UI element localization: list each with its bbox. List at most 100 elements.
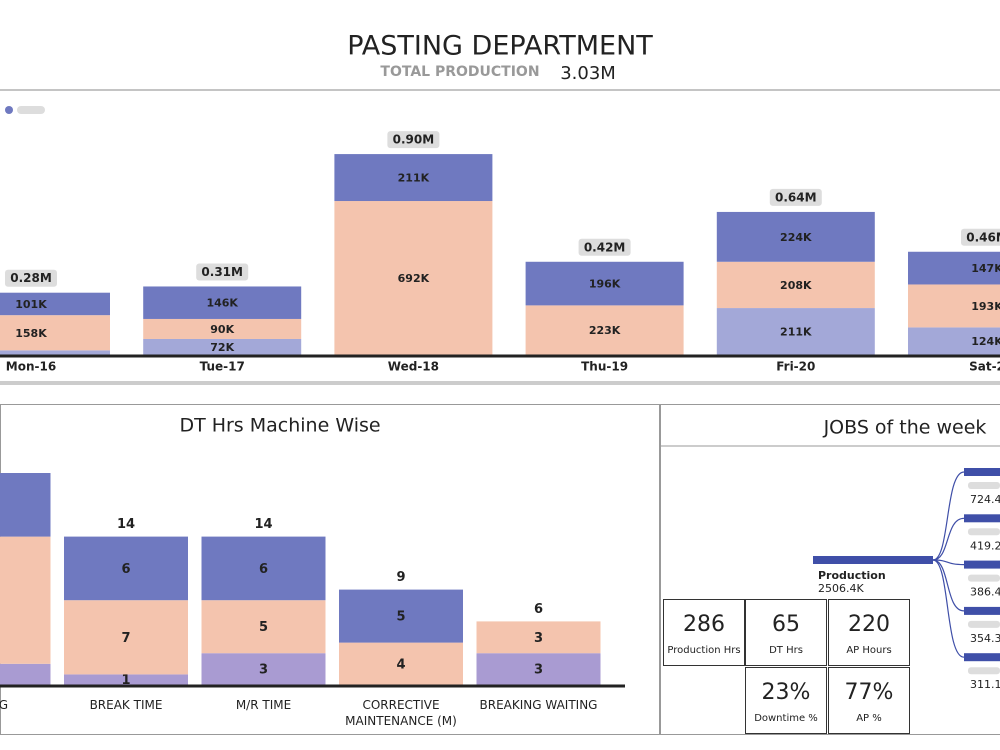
bar-segment [334, 154, 493, 202]
branch-name-blur [968, 574, 1000, 582]
data-label: 211K [398, 172, 430, 185]
x-tick-label: Tue-17 [200, 360, 245, 374]
kpi-value: 23% [761, 680, 811, 705]
bar-segment [201, 600, 326, 654]
bar-segment [525, 305, 684, 355]
bar-segment [334, 201, 493, 355]
total-label: 0.90M [393, 133, 435, 147]
kpi-card: 65 DT Hrs [745, 599, 827, 666]
bar-segment [908, 284, 1000, 328]
kpi-label: Production Hrs [667, 645, 741, 656]
total-box [578, 238, 631, 256]
x-tick-label: Wed-18 [388, 360, 439, 374]
kpi-value: 286 [683, 612, 725, 637]
bar-segment [201, 536, 326, 601]
bar-segment [716, 308, 875, 355]
bar-segment [476, 621, 601, 654]
data-label: 692K [398, 272, 430, 285]
data-label: 224K [780, 231, 812, 244]
data-label: 6 [259, 562, 268, 577]
x-tick-label: CORRECTIVE MAINTENANCE (M) [345, 698, 457, 728]
bar-segment [201, 653, 326, 685]
data-label: 1 [121, 673, 130, 688]
kpi-card: 77% AP % [828, 667, 910, 734]
total-label: 0.31M [201, 265, 243, 279]
branch-bar [964, 653, 1000, 662]
data-label: 3 [534, 663, 543, 678]
branch-link [932, 517, 965, 561]
total-box [387, 131, 440, 149]
chart-title: DT Hrs Machine Wise [179, 415, 380, 437]
root-label: Production [818, 569, 886, 582]
data-label: 5 [396, 610, 405, 625]
branch-bar [964, 468, 1000, 476]
branch-bar [964, 560, 1000, 569]
data-label: 124K [971, 335, 1000, 348]
kpi-label: Downtime % [754, 713, 818, 724]
total-box [769, 188, 822, 206]
data-label: 223K [589, 324, 621, 337]
data-label: 90K [210, 323, 234, 336]
branch-value: 311.1 [970, 678, 1000, 691]
branch-bar [964, 606, 1000, 615]
bar-segment [716, 211, 875, 262]
data-label: 158K [15, 327, 47, 340]
data-label: 3 [259, 663, 268, 678]
bar-segment [64, 674, 188, 685]
branch-link [932, 471, 965, 561]
panel-border [660, 404, 1000, 735]
subtitle: TOTAL PRODUCTION [380, 64, 539, 80]
kpi-card: 220 AP Hours [828, 599, 910, 666]
branch-value: 419.2 [970, 539, 1000, 552]
bar-segment [525, 261, 684, 306]
data-label: 6 [121, 562, 130, 577]
root-bar [813, 556, 933, 564]
x-tick-label: ANING [0, 698, 8, 712]
data-label: 208K [780, 279, 812, 292]
data-label: 72K [210, 341, 234, 354]
bar-segment [339, 642, 463, 685]
data-label: 196K [589, 278, 621, 291]
data-label: 4 [396, 657, 405, 672]
branch-link [932, 559, 965, 658]
kpi-card: 23% Downtime % [745, 667, 827, 734]
data-label: 193K [971, 300, 1000, 313]
bar-segment [908, 327, 1000, 355]
kpi-value: 77% [844, 680, 894, 705]
bar-segment [716, 261, 875, 309]
legend-blur [17, 106, 45, 114]
branch-value: 724.4 [970, 493, 1000, 506]
data-label: 211K [780, 326, 812, 339]
data-label: 146K [206, 297, 238, 310]
branch-link [932, 559, 965, 612]
branch-name-blur [968, 482, 1000, 489]
branch-value: 354.3 [970, 632, 1000, 645]
kpi-label: AP % [856, 713, 882, 724]
bar-segment [64, 536, 188, 601]
total-label: 9 [396, 570, 405, 585]
root-value: 2506.4K [818, 582, 864, 595]
x-tick-label: M/R TIME [235, 698, 292, 712]
branch-name-blur [968, 667, 1000, 675]
data-label: 5 [259, 620, 268, 635]
x-tick-label: BREAK TIME [89, 698, 163, 712]
branch-name-blur [968, 528, 1000, 536]
total-label: 14 [117, 517, 135, 532]
total-label: 0.46M [966, 230, 1000, 244]
x-tick-label: BREAKING WAITING [479, 698, 598, 712]
bar-segment [476, 653, 601, 685]
total-label: 0.28M [10, 271, 52, 285]
bar-segment [64, 600, 188, 675]
branch-bar [964, 514, 1000, 523]
bar-segment [143, 286, 302, 319]
data-label: 147K [971, 262, 1000, 275]
data-label: 7 [121, 631, 130, 646]
bar-segment [143, 338, 302, 355]
x-tick-label: Thu-19 [581, 360, 628, 374]
branch-link [932, 559, 965, 566]
total-label: 6 [534, 602, 543, 617]
branch-value: 386.4 [970, 586, 1000, 599]
bar-segment [0, 473, 51, 537]
